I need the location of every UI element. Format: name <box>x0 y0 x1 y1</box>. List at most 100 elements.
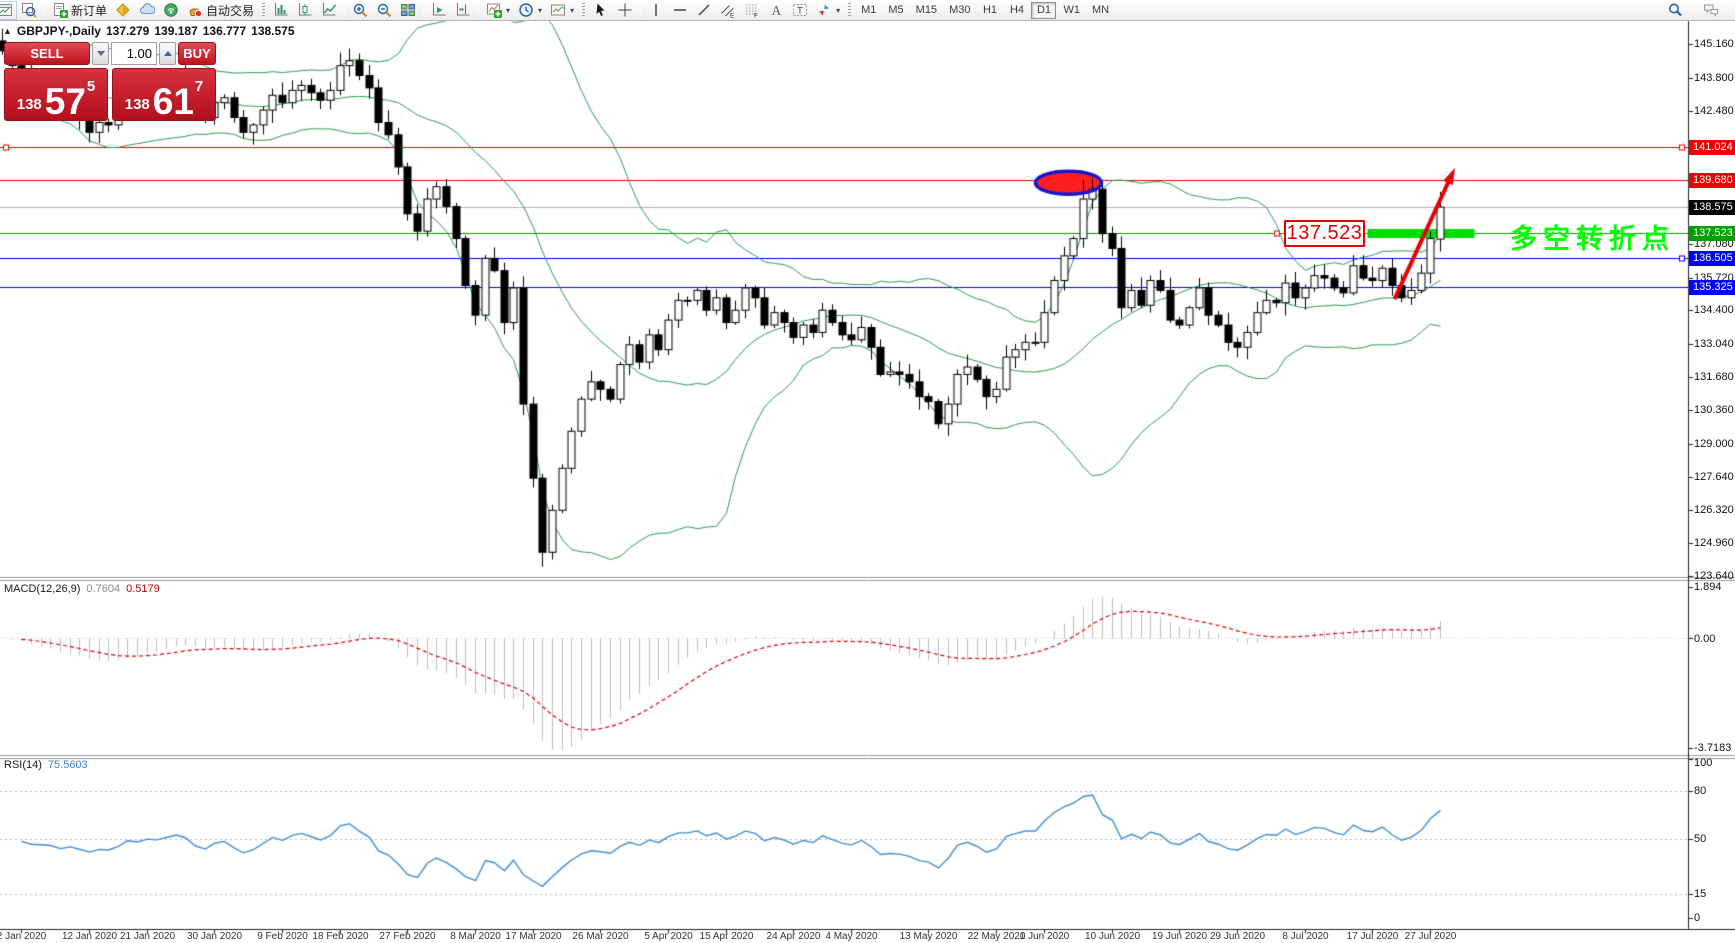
date-axis-label: 8 Mar 2020 <box>450 931 501 942</box>
date-axis-label: 27 Jul 2020 <box>1404 931 1457 942</box>
candle-chart-button[interactable] <box>293 1 317 20</box>
rsi-indicator-label: RSI(14) 75.5603 <box>4 759 94 771</box>
timeframe-mn-button[interactable]: MN <box>1087 2 1114 19</box>
market-watch-button[interactable] <box>111 1 135 20</box>
price-axis-tick: 123.640 <box>1694 569 1734 582</box>
line-chart-icon <box>323 3 337 16</box>
date-axis-label: 13 May 2020 <box>899 931 958 942</box>
data-window-icon <box>140 3 156 15</box>
trendline-button[interactable] <box>692 1 716 20</box>
high-value: 139.187 <box>154 24 198 38</box>
price-line-label: 139.680 <box>1689 173 1735 188</box>
triangle-down-icon <box>96 51 105 56</box>
vertical-line-icon <box>655 4 657 16</box>
chat-button[interactable] <box>1699 1 1723 20</box>
text-label-button[interactable]: T <box>788 1 812 20</box>
autotrading-button[interactable]: 自动交易 <box>183 1 258 20</box>
toolbar-group-zoom <box>348 0 420 20</box>
price-line-label: 136.505 <box>1689 251 1735 266</box>
timeframe-w1-button[interactable]: W1 <box>1058 2 1085 19</box>
timeframe-m1-button[interactable]: M1 <box>856 2 881 19</box>
auto-scroll-button[interactable] <box>427 1 451 20</box>
rsi-scale-tick: 0 <box>1694 912 1701 924</box>
macd-scale-min: -3.7183 <box>1694 742 1732 754</box>
equidistant-channel-button[interactable]: E <box>716 1 740 20</box>
timeframe-d1-button[interactable]: D1 <box>1031 1 1057 19</box>
search-icon <box>1669 3 1682 17</box>
chart-shift-button[interactable] <box>451 1 475 20</box>
price-callout[interactable]: 137.523 <box>1284 220 1365 247</box>
new-order-icon <box>54 3 68 18</box>
date-axis-label: 4 May 2020 <box>825 931 878 942</box>
data-window-button[interactable] <box>135 1 159 20</box>
text-button[interactable]: A <box>764 1 788 20</box>
chart-title: ▲ GBPJPY-,Daily 137.279 139.187 136.777 138… <box>3 24 300 38</box>
price-axis-tick: 127.640 <box>1694 471 1734 484</box>
macd-main-value: 0.7604 <box>86 583 121 595</box>
date-axis-label: 15 Apr 2020 <box>699 931 754 942</box>
line-chart-button[interactable] <box>317 1 341 20</box>
svg-text:F: F <box>754 13 758 19</box>
candle-chart-icon <box>299 3 312 16</box>
vertical-line-button[interactable] <box>644 1 668 20</box>
chevron-down-icon[interactable]: ▾ <box>570 5 575 15</box>
close-value: 138.575 <box>251 24 295 38</box>
templates-icon <box>551 4 566 16</box>
cursor-button[interactable] <box>589 1 613 20</box>
fibonacci-button[interactable]: F <box>740 1 764 20</box>
chevron-down-icon[interactable]: ▾ <box>506 5 511 15</box>
date-axis-label: 1 Jun 2020 <box>1019 931 1070 942</box>
bar-chart-button[interactable] <box>269 1 293 20</box>
buy-button[interactable]: BUY <box>178 42 216 65</box>
price-line-label: 138.575 <box>1689 200 1735 215</box>
timeframe-m15-button[interactable]: M15 <box>911 2 942 19</box>
toolbar-grip <box>262 2 266 18</box>
price-axis-tick: 143.800 <box>1694 72 1734 84</box>
collapse-arrow-icon[interactable]: ▲ <box>3 26 12 36</box>
horizontal-line-button[interactable] <box>668 1 692 20</box>
timeframe-m30-button[interactable]: M30 <box>944 2 975 19</box>
date-axis-label: 8 Jul 2020 <box>1282 931 1329 942</box>
periods-button[interactable]: ▾ <box>514 1 546 20</box>
volume-increase-button[interactable] <box>159 42 176 65</box>
sell-price-box[interactable]: 138 57 5 <box>4 68 108 121</box>
cursor-icon <box>596 3 605 16</box>
zoom-in-button[interactable] <box>348 1 372 20</box>
date-axis-label: 29 Jun 2020 <box>1209 931 1266 942</box>
zoom-preview-button[interactable] <box>17 1 41 20</box>
toolbar-grip <box>848 2 852 18</box>
price-axis-tick: 126.320 <box>1694 503 1734 516</box>
crosshair-icon <box>618 3 632 17</box>
sell-button[interactable]: SELL <box>4 42 90 65</box>
date-axis-label: 19 Jun 2020 <box>1151 931 1208 942</box>
signals-icon <box>164 3 178 17</box>
search-button[interactable] <box>1663 1 1687 20</box>
tile-windows-button[interactable] <box>396 1 420 20</box>
buy-price-box[interactable]: 138 61 7 <box>112 68 216 121</box>
signals-button[interactable] <box>159 1 183 20</box>
chart-window-button[interactable] <box>0 0 17 20</box>
autotrading-icon <box>189 8 203 18</box>
indicators-button[interactable]: ▾ <box>482 1 514 20</box>
date-axis-label: 21 Jan 2020 <box>119 931 176 942</box>
chevron-down-icon[interactable]: ▾ <box>538 5 543 15</box>
arrows-button[interactable]: ▾ <box>812 1 844 20</box>
zoom-out-button[interactable] <box>372 1 396 20</box>
timeframe-h1-button[interactable]: H1 <box>977 2 1002 19</box>
templates-button[interactable]: ▾ <box>546 1 578 20</box>
zoom-preview-icon <box>22 3 37 18</box>
trendline-icon <box>698 4 710 16</box>
rsi-scale-tick: 100 <box>1694 757 1713 769</box>
crosshair-button[interactable] <box>613 1 637 20</box>
toolbar: 新订单 自动交易 ▾ ▾ ▾ E F A T ▾ M1 M5 M15 M30 H1 H4 D1 W1 MN <box>0 0 1735 21</box>
volume-decrease-button[interactable] <box>92 42 109 65</box>
timeframe-h4-button[interactable]: H4 <box>1004 2 1029 19</box>
chevron-down-icon[interactable]: ▾ <box>836 5 841 15</box>
new-order-button[interactable]: 新订单 <box>48 1 111 20</box>
volume-input[interactable] <box>111 42 157 65</box>
price-line-label: 135.325 <box>1689 280 1735 295</box>
auto-scroll-icon <box>433 3 446 16</box>
timeframe-m5-button[interactable]: M5 <box>883 2 908 19</box>
